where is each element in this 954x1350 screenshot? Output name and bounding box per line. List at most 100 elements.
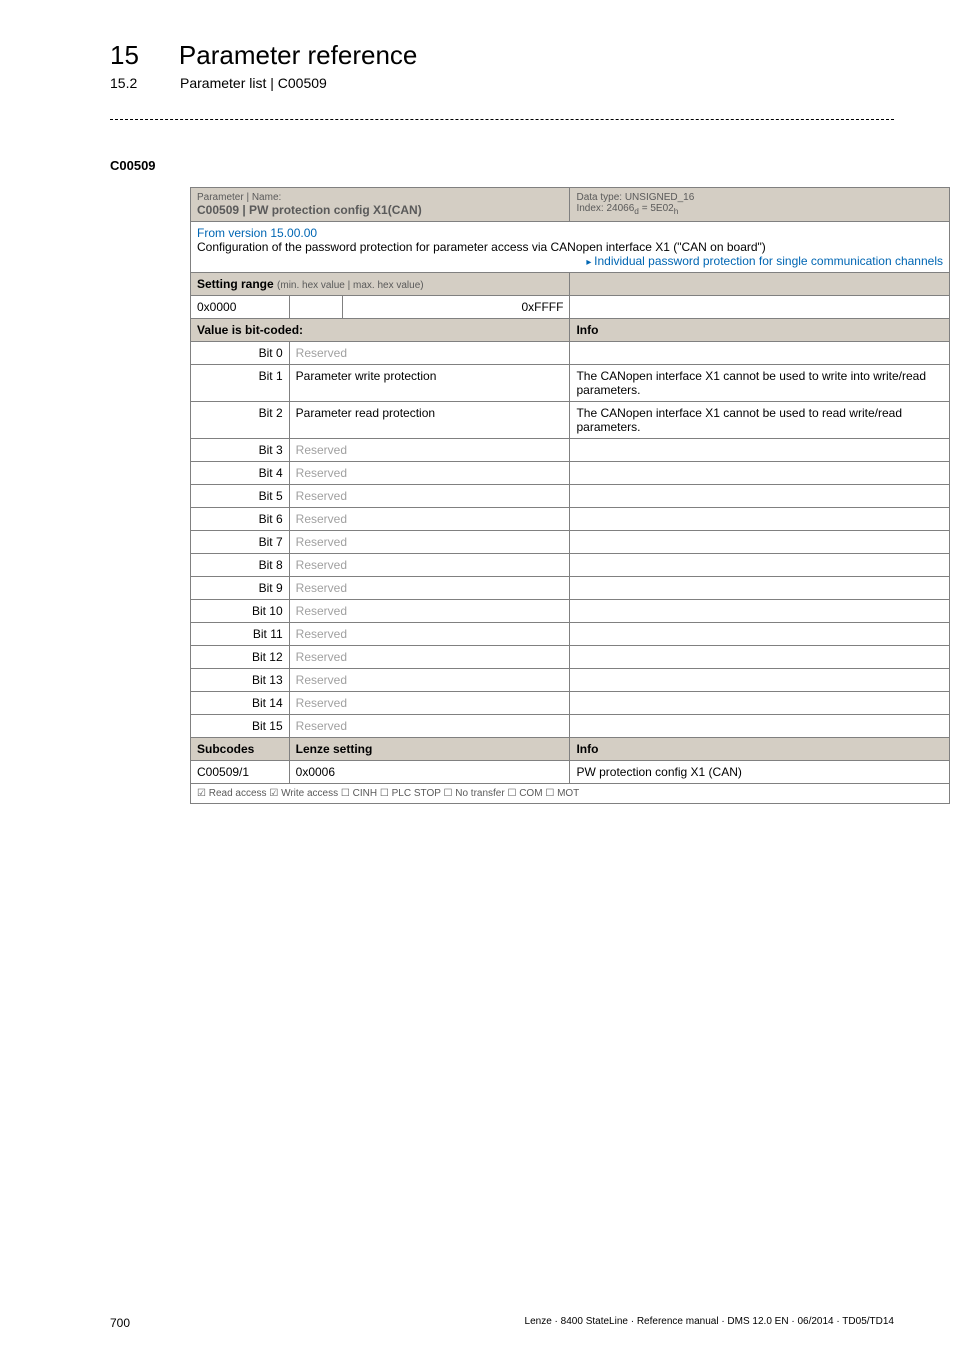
bit-number-cell: Bit 9 [191, 577, 290, 600]
subcode-c1: C00509/1 [191, 761, 290, 784]
setting-min: 0x0000 [191, 296, 290, 319]
index-text: Index: 24066 [576, 203, 634, 214]
parameter-code-heading: C00509 [110, 158, 894, 173]
subcodes-col3: Info [570, 738, 950, 761]
bit-info-cell [570, 439, 950, 462]
bit-info-cell [570, 508, 950, 531]
individual-protection-link[interactable]: Individual password protection for singl… [586, 254, 943, 268]
table-header-row: Parameter | Name: C00509 | PW protection… [191, 188, 950, 222]
bit-number-cell: Bit 10 [191, 600, 290, 623]
bit-info-cell [570, 577, 950, 600]
bit-row: Bit 8Reserved [191, 554, 950, 577]
bit-label-cell: Reserved [289, 600, 570, 623]
setting-range-header-row: Setting range (min. hex value | max. hex… [191, 273, 950, 296]
bit-number-cell: Bit 14 [191, 692, 290, 715]
bit-info-cell [570, 692, 950, 715]
bit-row: Bit 5Reserved [191, 485, 950, 508]
section-title: Parameter list | C00509 [180, 75, 327, 91]
setting-range-empty [570, 273, 950, 296]
bit-number-cell: Bit 4 [191, 462, 290, 485]
bit-info-cell [570, 623, 950, 646]
page-number: 700 [110, 1316, 130, 1330]
bit-info-cell [570, 342, 950, 365]
subcode-c3: PW protection config X1 (CAN) [570, 761, 950, 784]
bit-info-cell [570, 600, 950, 623]
bit-label-cell: Reserved [289, 554, 570, 577]
index-sub-h: h [674, 206, 679, 216]
page-footer: 700 Lenze · 8400 StateLine · Reference m… [0, 1316, 954, 1330]
access-row: ☑ Read access ☑ Write access ☐ CINH ☐ PL… [191, 784, 950, 804]
bitcoded-header-row: Value is bit-coded: Info [191, 319, 950, 342]
bit-row: Bit 13Reserved [191, 669, 950, 692]
bit-row: Bit 15Reserved [191, 715, 950, 738]
bit-info-cell [570, 646, 950, 669]
bit-label-cell: Reserved [289, 485, 570, 508]
bit-info-cell: The CANopen interface X1 cannot be used … [570, 402, 950, 439]
bit-label-cell: Reserved [289, 646, 570, 669]
bit-info-cell [570, 485, 950, 508]
setting-range-label: Setting range [197, 277, 274, 291]
section-number: 15.2 [110, 75, 140, 91]
bit-row: Bit 7Reserved [191, 531, 950, 554]
bit-label-cell: Reserved [289, 462, 570, 485]
bit-row: Bit 10Reserved [191, 600, 950, 623]
param-name: C00509 | PW protection config X1(CAN) [197, 203, 563, 217]
subcode-c2: 0x0006 [289, 761, 570, 784]
bit-number-cell: Bit 1 [191, 365, 290, 402]
bit-row: Bit 11Reserved [191, 623, 950, 646]
chapter-title: Parameter reference [179, 40, 417, 71]
bit-label-cell: Reserved [289, 577, 570, 600]
bit-label-cell: Reserved [289, 439, 570, 462]
subcodes-header-row: Subcodes Lenze setting Info [191, 738, 950, 761]
footer-reference: Lenze · 8400 StateLine · Reference manua… [525, 1316, 894, 1330]
chapter-number: 15 [110, 40, 139, 71]
bit-row: Bit 6Reserved [191, 508, 950, 531]
description-text: Configuration of the password protection… [197, 240, 766, 254]
bit-row: Bit 12Reserved [191, 646, 950, 669]
subcodes-col2: Lenze setting [289, 738, 570, 761]
bit-row: Bit 3Reserved [191, 439, 950, 462]
bit-label-cell: Reserved [289, 669, 570, 692]
bit-label-cell: Reserved [289, 692, 570, 715]
setting-range-values-row: 0x0000 0xFFFF [191, 296, 950, 319]
subcodes-data-row: C00509/1 0x0006 PW protection config X1 … [191, 761, 950, 784]
bit-number-cell: Bit 3 [191, 439, 290, 462]
bit-label-cell: Reserved [289, 715, 570, 738]
header-right-cell: Data type: UNSIGNED_16 Index: 24066d = 5… [570, 188, 950, 222]
bit-row: Bit 9Reserved [191, 577, 950, 600]
bit-number-cell: Bit 0 [191, 342, 290, 365]
page-header: 15 Parameter reference 15.2 Parameter li… [110, 40, 894, 91]
bit-number-cell: Bit 6 [191, 508, 290, 531]
bit-row: Bit 14Reserved [191, 692, 950, 715]
description-row: From version 15.00.00 Configuration of t… [191, 222, 950, 273]
bit-number-cell: Bit 12 [191, 646, 290, 669]
bit-number-cell: Bit 11 [191, 623, 290, 646]
bit-rows-body: Bit 0 Reserved Bit 1Parameter write protec… [191, 342, 950, 738]
bit-row: Bit 1Parameter write protectionThe CANop… [191, 365, 950, 402]
setting-range-hint: (min. hex value | max. hex value) [277, 280, 424, 291]
bit-info-cell [570, 531, 950, 554]
bit-label-cell: Reserved [289, 623, 570, 646]
bit-info-cell [570, 462, 950, 485]
setting-range-label-cell: Setting range (min. hex value | max. hex… [191, 273, 570, 296]
bit-info-cell [570, 669, 950, 692]
bit-number-cell: Bit 8 [191, 554, 290, 577]
data-type: Data type: UNSIGNED_16 [576, 192, 694, 203]
section-line: 15.2 Parameter list | C00509 [110, 75, 894, 91]
from-version-link[interactable]: From version 15.00.00 [197, 226, 317, 240]
bit-label-cell: Reserved [289, 508, 570, 531]
bit-number-cell: Bit 15 [191, 715, 290, 738]
index-eq: = 5E02 [639, 203, 674, 214]
chapter-line: 15 Parameter reference [110, 40, 894, 71]
header-left-cell: Parameter | Name: C00509 | PW protection… [191, 188, 570, 222]
setting-max: 0xFFFF [343, 296, 570, 319]
bit-info-cell: The CANopen interface X1 cannot be used … [570, 365, 950, 402]
bit-row: Bit 2Parameter read protectionThe CANope… [191, 402, 950, 439]
bit-number-cell: Bit 7 [191, 531, 290, 554]
subcodes-col1: Subcodes [191, 738, 290, 761]
description-cell: From version 15.00.00 Configuration of t… [191, 222, 950, 273]
setting-mid [289, 296, 343, 319]
setting-empty [570, 296, 950, 319]
param-label: Parameter | Name: [197, 192, 563, 203]
info-header: Info [570, 319, 950, 342]
